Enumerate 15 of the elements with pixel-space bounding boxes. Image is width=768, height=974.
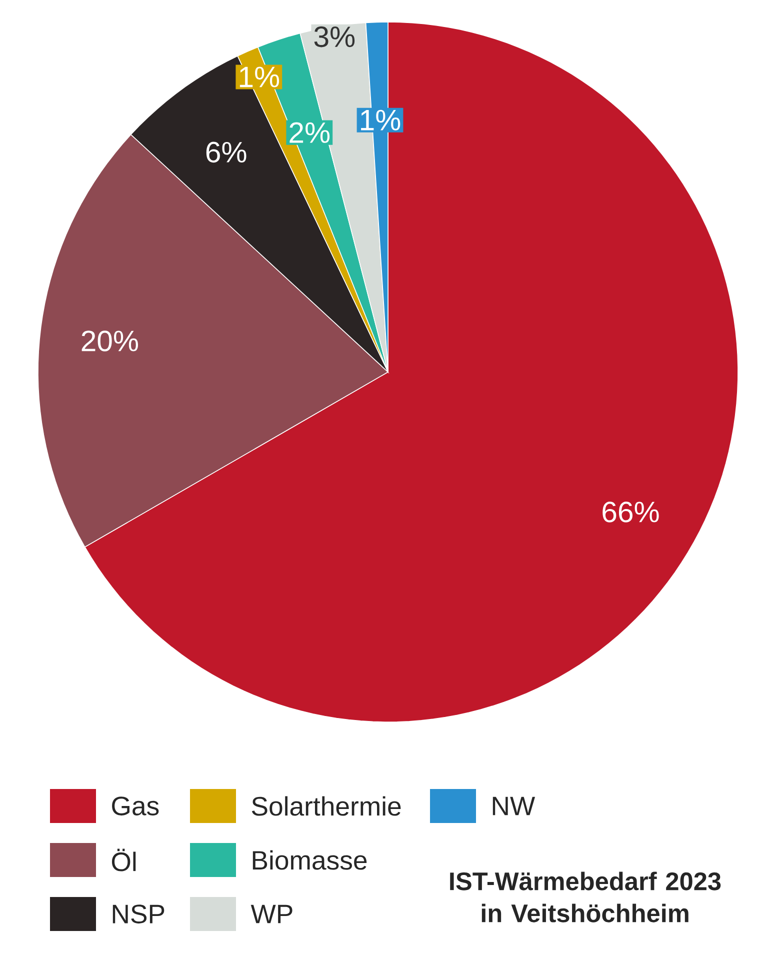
legend-label: Biomasse [252, 850, 367, 870]
legend-label: WP [250, 904, 292, 924]
legend-label: Gas [112, 796, 159, 816]
legend-label: NSP [112, 904, 164, 924]
data-label: 20% [82, 330, 138, 352]
data-label: 1% [240, 66, 280, 88]
data-label: 6% [206, 142, 246, 163]
data-label: 66% [602, 502, 659, 522]
data-label: 1% [361, 110, 400, 130]
legend-label: Solarthermie [252, 796, 401, 816]
data-label: 3% [314, 26, 355, 48]
legend-label: Öl [112, 848, 136, 872]
legend-label: NW [492, 796, 536, 816]
data-label: 2% [290, 122, 330, 143]
text: IST-Wärmebedarf 2023 in Veitshöchheim [450, 872, 721, 922]
